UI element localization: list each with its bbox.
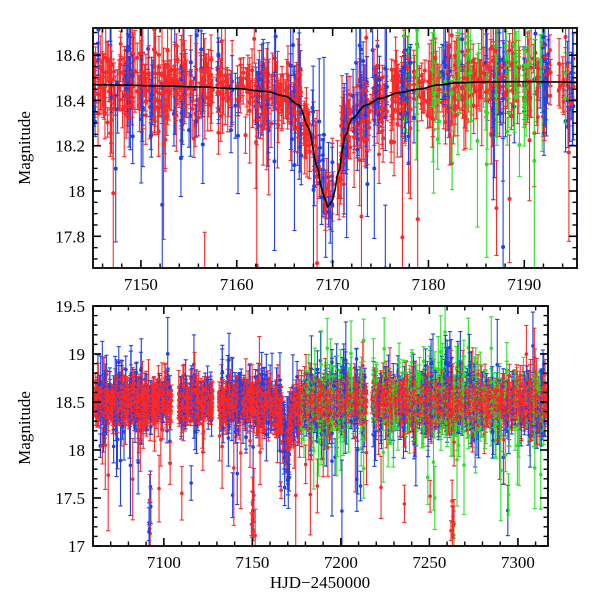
bot-ytick-19.5: 19.5: [55, 297, 85, 316]
top-panel-y-tick-labels: 17.8 18 18.2 18.4 18.6: [55, 46, 85, 246]
bottom-panel-data-points: [94, 307, 547, 545]
bottom-panel-x-axis-label: HJD−2450000: [270, 573, 370, 592]
top-xtick-7150: 7150: [124, 275, 158, 294]
top-ytick-18.4: 18.4: [55, 91, 85, 110]
top-panel-y-axis-label: Magnitude: [15, 111, 34, 185]
top-panel-data-points: [94, 29, 576, 267]
bot-xtick-7100: 7100: [147, 553, 181, 572]
top-xtick-7160: 7160: [220, 275, 254, 294]
top-ytick-18: 18: [68, 182, 85, 201]
top-ytick-18.6: 18.6: [55, 46, 85, 65]
bot-ytick-18: 18: [68, 441, 85, 460]
bottom-panel-y-axis-label: Magnitude: [15, 391, 34, 465]
panel-border: [92, 27, 578, 269]
bot-xtick-7200: 7200: [324, 553, 358, 572]
bot-xtick-7150: 7150: [235, 553, 269, 572]
bot-ytick-17: 17: [68, 537, 86, 556]
panel-border: [92, 305, 549, 547]
top-ytick-17.8: 17.8: [55, 227, 85, 246]
top-panel: 7150 7160 7170 7180 7190 17.81818.218.418.6 …: [15, 27, 578, 294]
bot-xtick-7300: 7300: [501, 553, 535, 572]
top-panel-model-curve: [92, 80, 578, 209]
bottom-panel-frame: [92, 305, 549, 547]
bottom-panel: 7100 7150 7200 7250 7300 1717.51818.51919.5 …: [15, 297, 549, 592]
bot-ytick-19: 19: [68, 345, 85, 364]
top-xtick-7190: 7190: [507, 275, 541, 294]
bot-ytick-17.5: 17.5: [55, 489, 85, 508]
bot-ytick-18.5: 18.5: [55, 393, 85, 412]
bottom-panel-x-tick-labels: 7100 7150 7200 7250 7300: [147, 553, 535, 572]
top-ytick-18.2: 18.2: [55, 137, 85, 156]
top-panel-frame: [92, 27, 578, 269]
bot-xtick-7250: 7250: [412, 553, 446, 572]
top-panel-x-tick-labels: 7150 7160 7170 7180 7190: [124, 275, 541, 294]
top-xtick-7180: 7180: [411, 275, 445, 294]
top-xtick-7170: 7170: [316, 275, 350, 294]
bottom-panel-y-tick-labels: 17 17.5 18 18.5 19 19.5: [55, 297, 85, 556]
